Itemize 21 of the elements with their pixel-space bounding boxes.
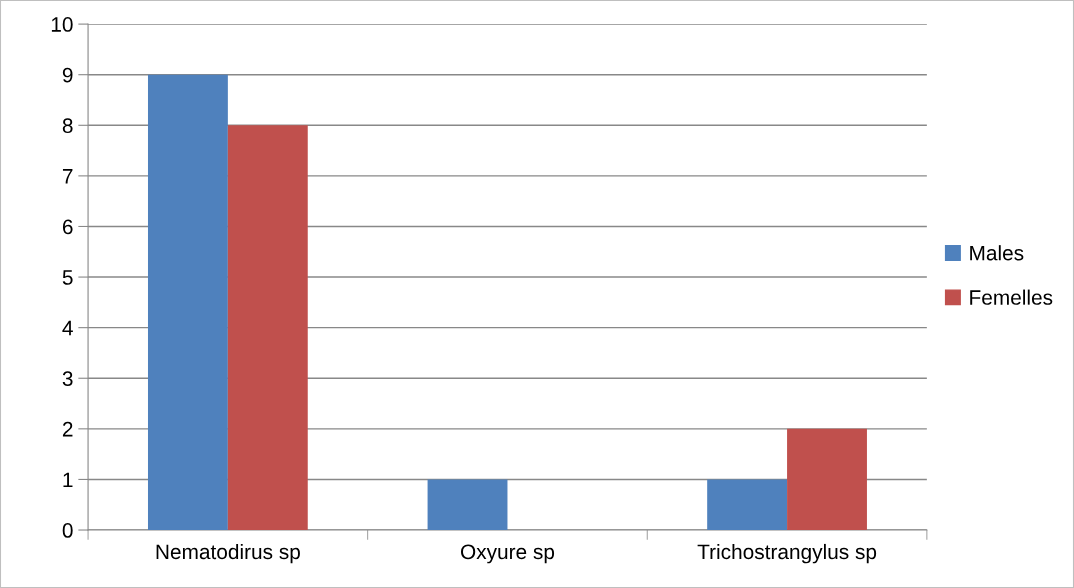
y-tick-label: 5 [62,270,73,285]
bar [147,74,228,531]
bar [427,479,508,531]
bar [707,479,788,531]
y-tick-label: 3 [62,371,73,386]
x-tick-label: Oxyure sp [460,544,555,564]
y-tick-label: 2 [62,421,73,437]
y-tick-label: 0 [62,523,73,538]
y-tick-label: 7 [62,169,73,184]
y-tick-label: 4 [62,320,73,336]
y-tick-label: 8 [62,118,73,134]
legend-label: Males [970,245,1024,261]
y-tick-label: 1 [63,472,73,487]
bar [227,125,308,531]
bar [787,428,867,531]
y-tick-label: 9 [62,67,73,83]
x-tick-label: Nematodirus sp [156,543,300,564]
y-tick-label: 6 [62,219,73,235]
legend-label: Femelles [970,289,1053,305]
y-tick-label: 10 [51,17,73,32]
x-tick-label: Trichostrangylus sp [697,543,877,564]
